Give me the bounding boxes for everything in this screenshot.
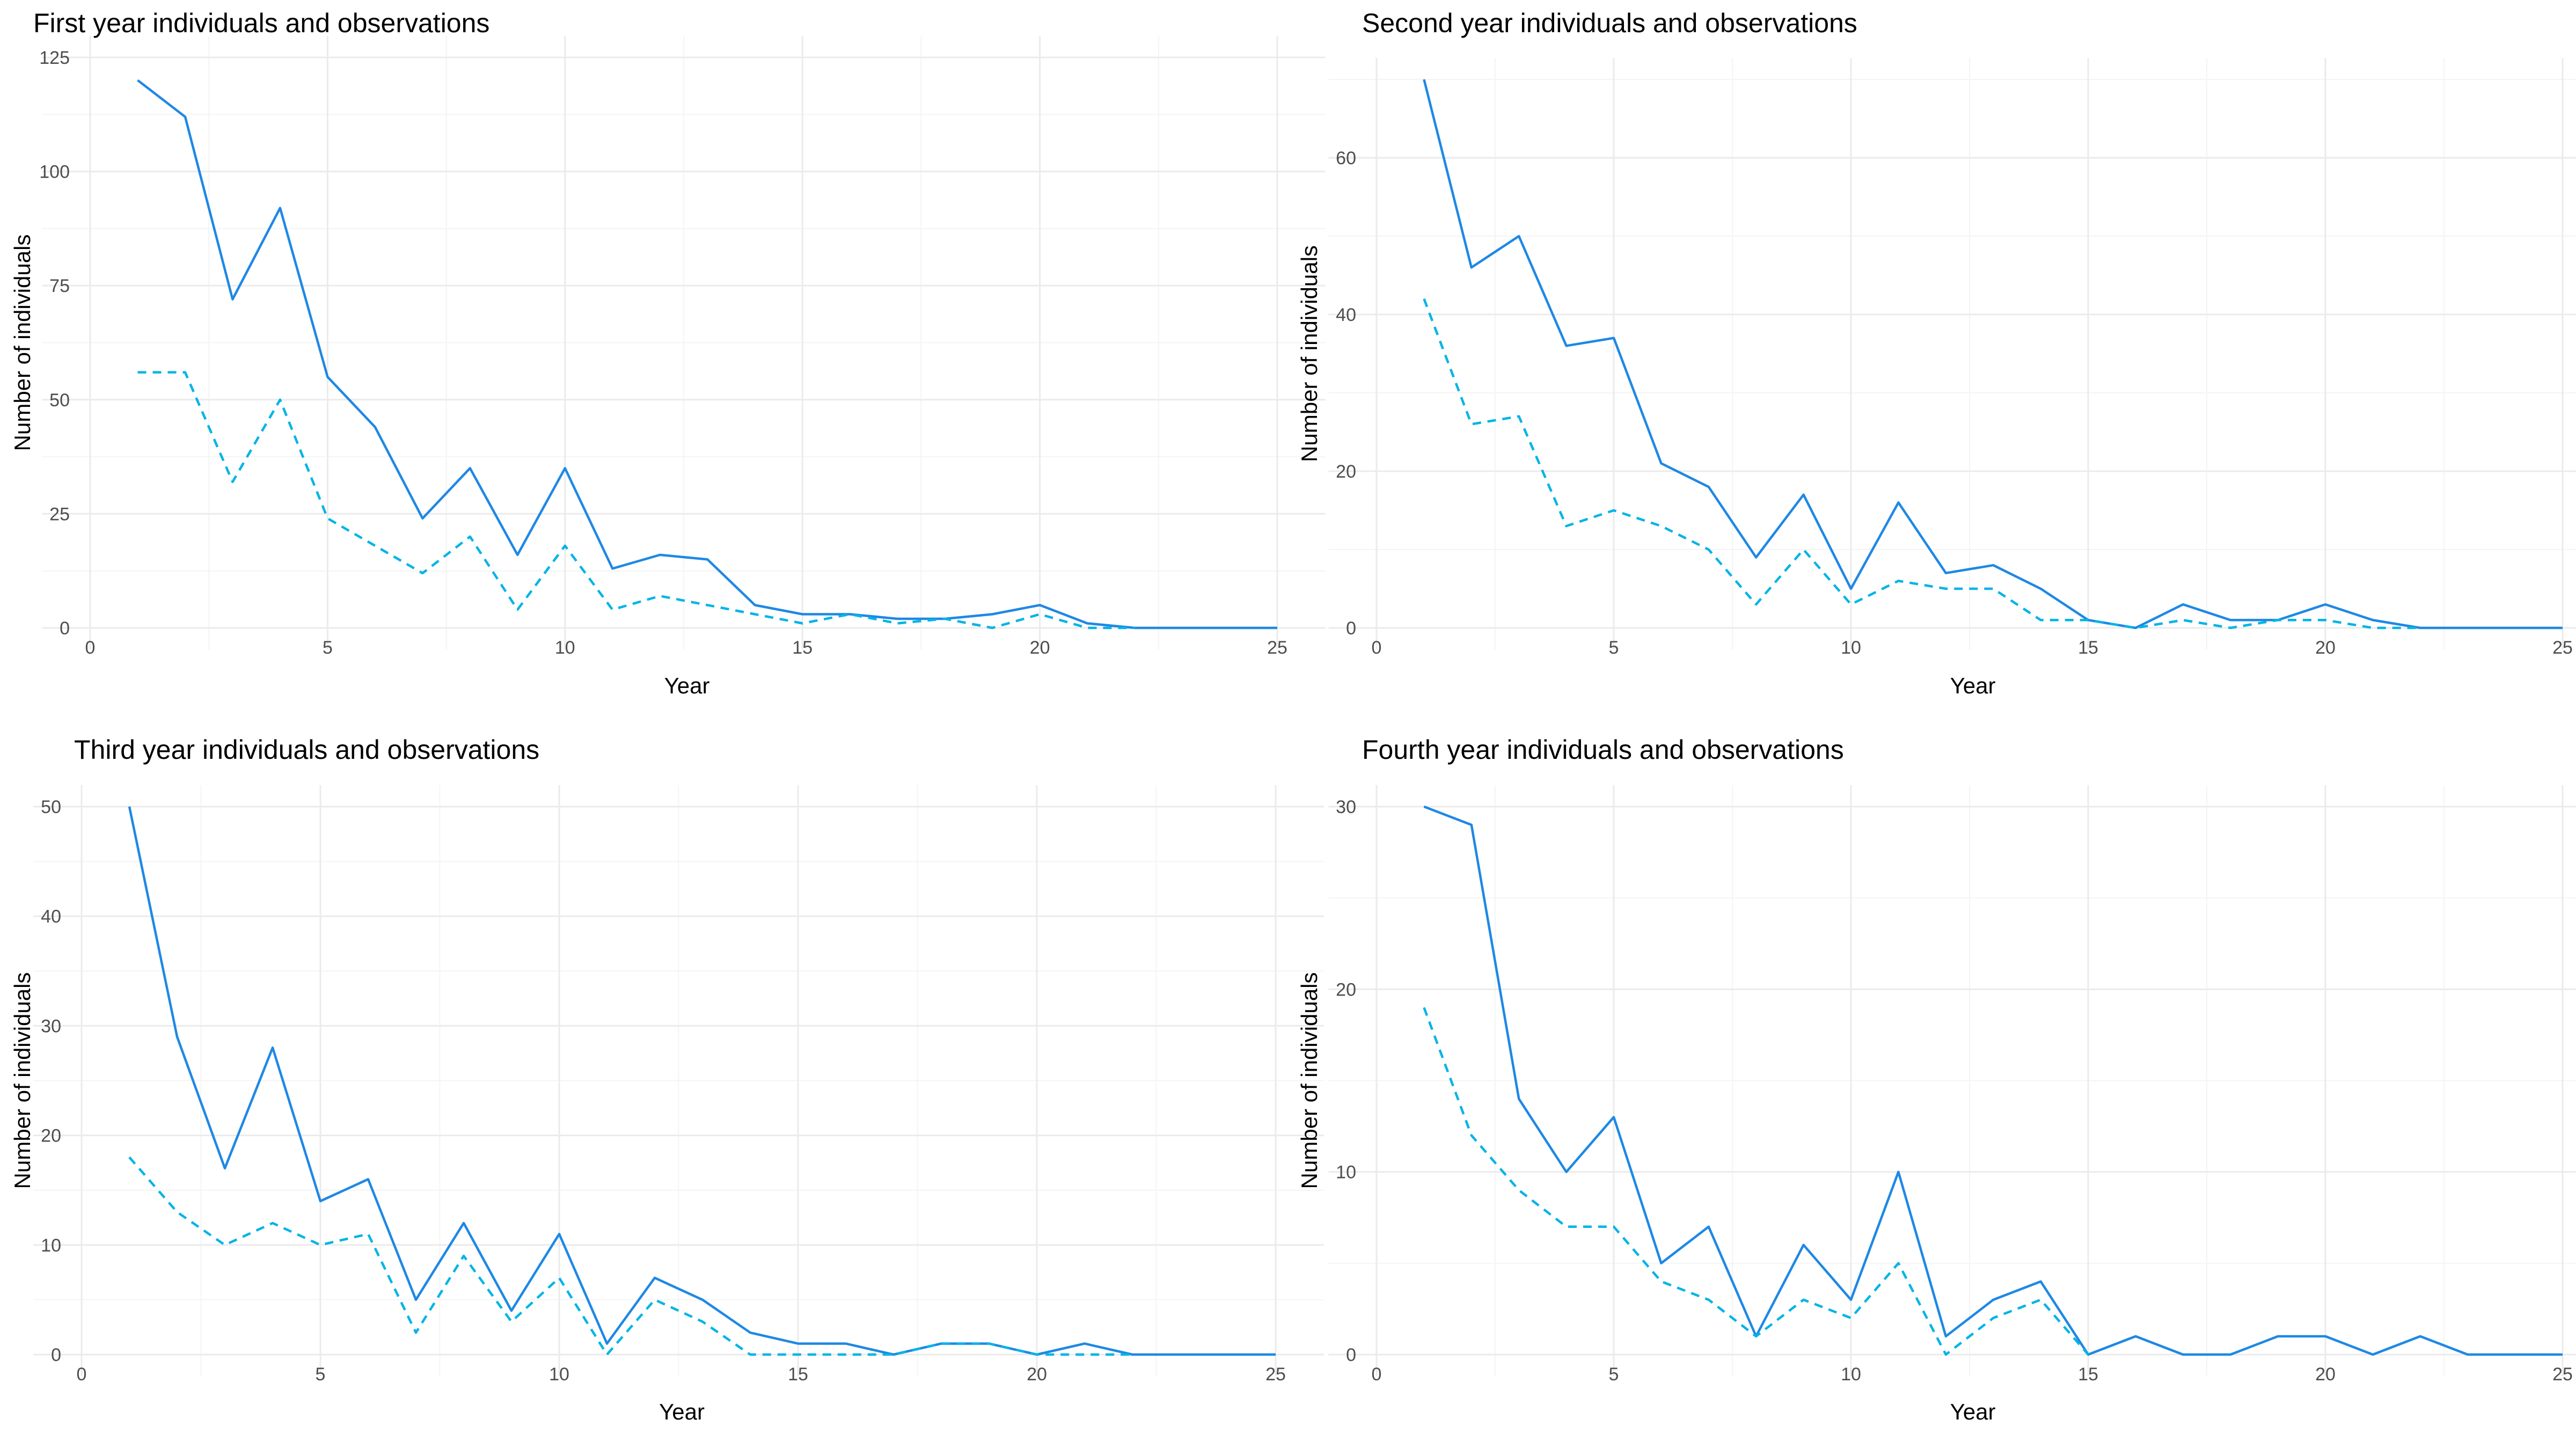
series-line-solid (1423, 79, 2563, 630)
y-tick-label: 100 (39, 162, 70, 182)
x-tick-label: 15 (2078, 638, 2098, 658)
y-tick-label: 0 (60, 618, 70, 639)
x-tick-label: 10 (1841, 1364, 1861, 1385)
x-axis-title: Year (659, 1399, 705, 1424)
y-tick-label: 0 (1346, 1345, 1356, 1365)
y-tick-label: 125 (39, 48, 70, 68)
x-axis-title: Year (1950, 673, 1996, 698)
x-tick-label: 20 (1030, 638, 1050, 658)
x-tick-label: 0 (1372, 638, 1382, 658)
y-axis-title: Number of individuals (10, 972, 35, 1189)
series-line-solid (137, 79, 1277, 630)
y-tick-label: 20 (1336, 979, 1356, 1000)
x-tick-label: 15 (792, 638, 813, 658)
chart-panel-4: 0 5 10 15 20 25 0 10 20 30 Fourth year individuals… (1297, 735, 2576, 1424)
series-line-solid (1423, 805, 2563, 1356)
y-tick-label: 60 (1336, 148, 1356, 169)
chart-panel-3: 0 5 10 15 20 25 0 10 20 30 40 50 Third year individu… (10, 735, 1324, 1424)
y-tick-label: 20 (1336, 462, 1356, 482)
y-tick-label: 10 (41, 1235, 61, 1256)
x-tick-label: 20 (2315, 1364, 2336, 1385)
y-tick-label: 30 (1336, 797, 1356, 817)
x-tick-label: 0 (1372, 1364, 1382, 1385)
y-tick-label: 75 (49, 276, 70, 296)
x-axis-title: Year (664, 673, 710, 698)
panel-title: First year individuals and observations (33, 8, 489, 38)
series-line-dashed (1423, 298, 2420, 630)
x-tick-label: 20 (2315, 638, 2336, 658)
x-tick-label: 0 (77, 1364, 87, 1385)
x-tick-label: 5 (316, 1364, 326, 1385)
x-tick-label: 10 (1841, 638, 1861, 658)
x-tick-label: 5 (1609, 638, 1619, 658)
x-tick-label: 0 (85, 638, 96, 658)
y-axis-title: Number of individuals (1297, 245, 1322, 462)
chart-panel-2: 0 5 10 15 20 25 0 20 40 60 Second year individuals… (1297, 8, 2576, 698)
panel-title: Third year individuals and observations (74, 735, 539, 765)
y-axis-title: Number of individuals (1297, 972, 1322, 1189)
x-tick-label: 15 (788, 1364, 808, 1385)
y-tick-label: 20 (41, 1126, 61, 1146)
y-tick-label: 0 (51, 1345, 61, 1365)
x-tick-label: 5 (323, 638, 333, 658)
y-axis-title: Number of individuals (10, 235, 35, 451)
x-tick-label: 5 (1609, 1364, 1619, 1385)
y-tick-label: 50 (49, 390, 70, 411)
y-tick-label: 50 (41, 797, 61, 817)
y-tick-label: 0 (1346, 618, 1356, 639)
x-tick-label: 25 (2552, 638, 2573, 658)
y-tick-label: 30 (41, 1016, 61, 1036)
y-tick-label: 40 (41, 906, 61, 927)
y-tick-label: 10 (1336, 1162, 1356, 1183)
x-tick-label: 25 (1265, 1364, 1286, 1385)
x-tick-label: 10 (549, 1364, 569, 1385)
series-line-dashed (1423, 1007, 2089, 1356)
x-tick-label: 25 (2552, 1364, 2573, 1385)
x-tick-label: 10 (555, 638, 575, 658)
series-line-solid (128, 806, 1276, 1356)
y-tick-label: 40 (1336, 305, 1356, 325)
chart-panel-1: 0 5 10 15 20 25 0 25 50 75 100 125 First year indivi… (10, 8, 1326, 698)
series-line-dashed (128, 1156, 1132, 1356)
x-tick-label: 20 (1027, 1364, 1047, 1385)
x-axis-title: Year (1950, 1399, 1996, 1424)
x-tick-label: 15 (2078, 1364, 2098, 1385)
panel-title: Second year individuals and observations (1362, 8, 1857, 38)
series-line-dashed (137, 371, 1135, 630)
x-tick-label: 25 (1267, 638, 1287, 658)
panel-title: Fourth year individuals and observations (1362, 735, 1844, 765)
y-tick-label: 25 (49, 504, 70, 524)
